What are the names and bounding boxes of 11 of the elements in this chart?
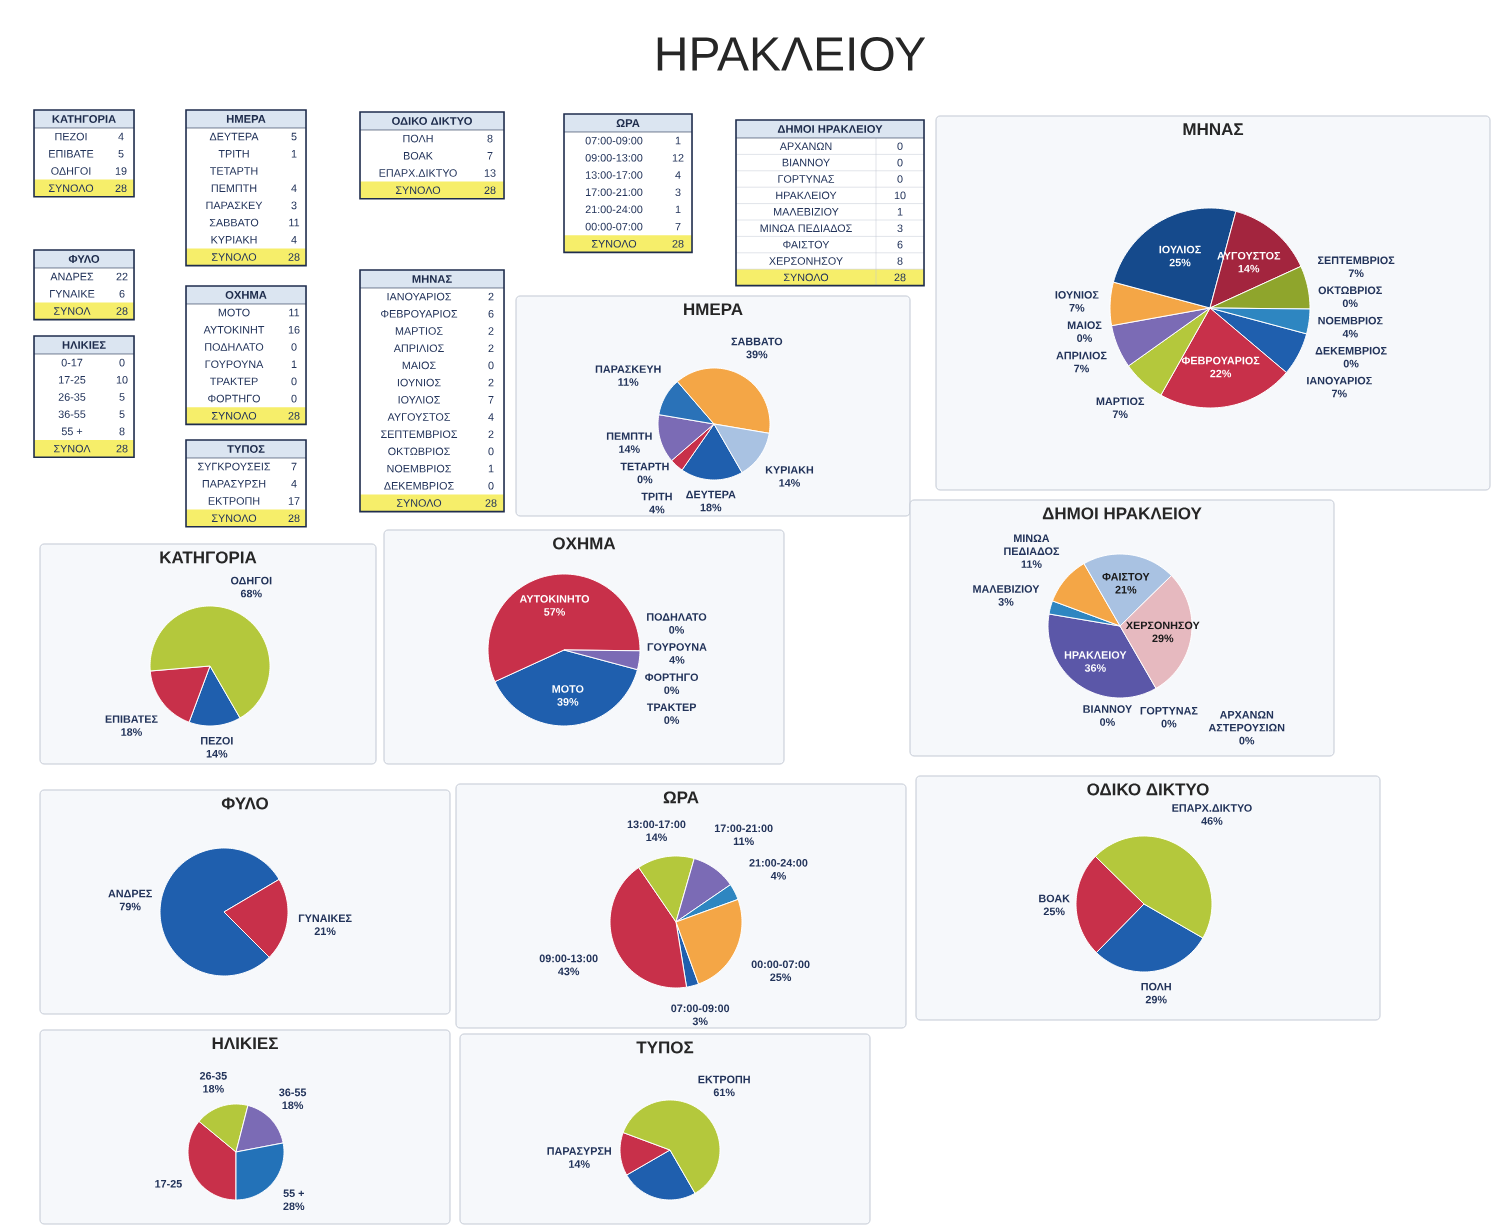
text: ΗΡΑΚΛΕΙΟΥ [657,37,926,71]
chart-title: ΟΧΗΜΑ [553,537,616,550]
chart-title: ΚΑΤΗΓΟΡΙΑ [160,551,257,564]
chart-title: ΤΥΠΟΣ [636,1041,694,1054]
chart-title: ΗΜΕΡΑ [684,303,743,316]
chart-title: ΗΛΙΚΙΕΣ [212,1037,278,1050]
chart-title: ΦΥΛΟ [221,797,269,810]
chart-title: ΔΗΜΟΙ ΗΡΑΚΛΕΙΟΥ [1042,507,1202,520]
chart-title: ΜΗΝΑΣ [1183,123,1244,136]
chart-title: ΟΔΙΚΟ ΔΙΚΤΥΟ [1087,783,1209,796]
chart-title: ΩΡΑ [663,791,699,804]
